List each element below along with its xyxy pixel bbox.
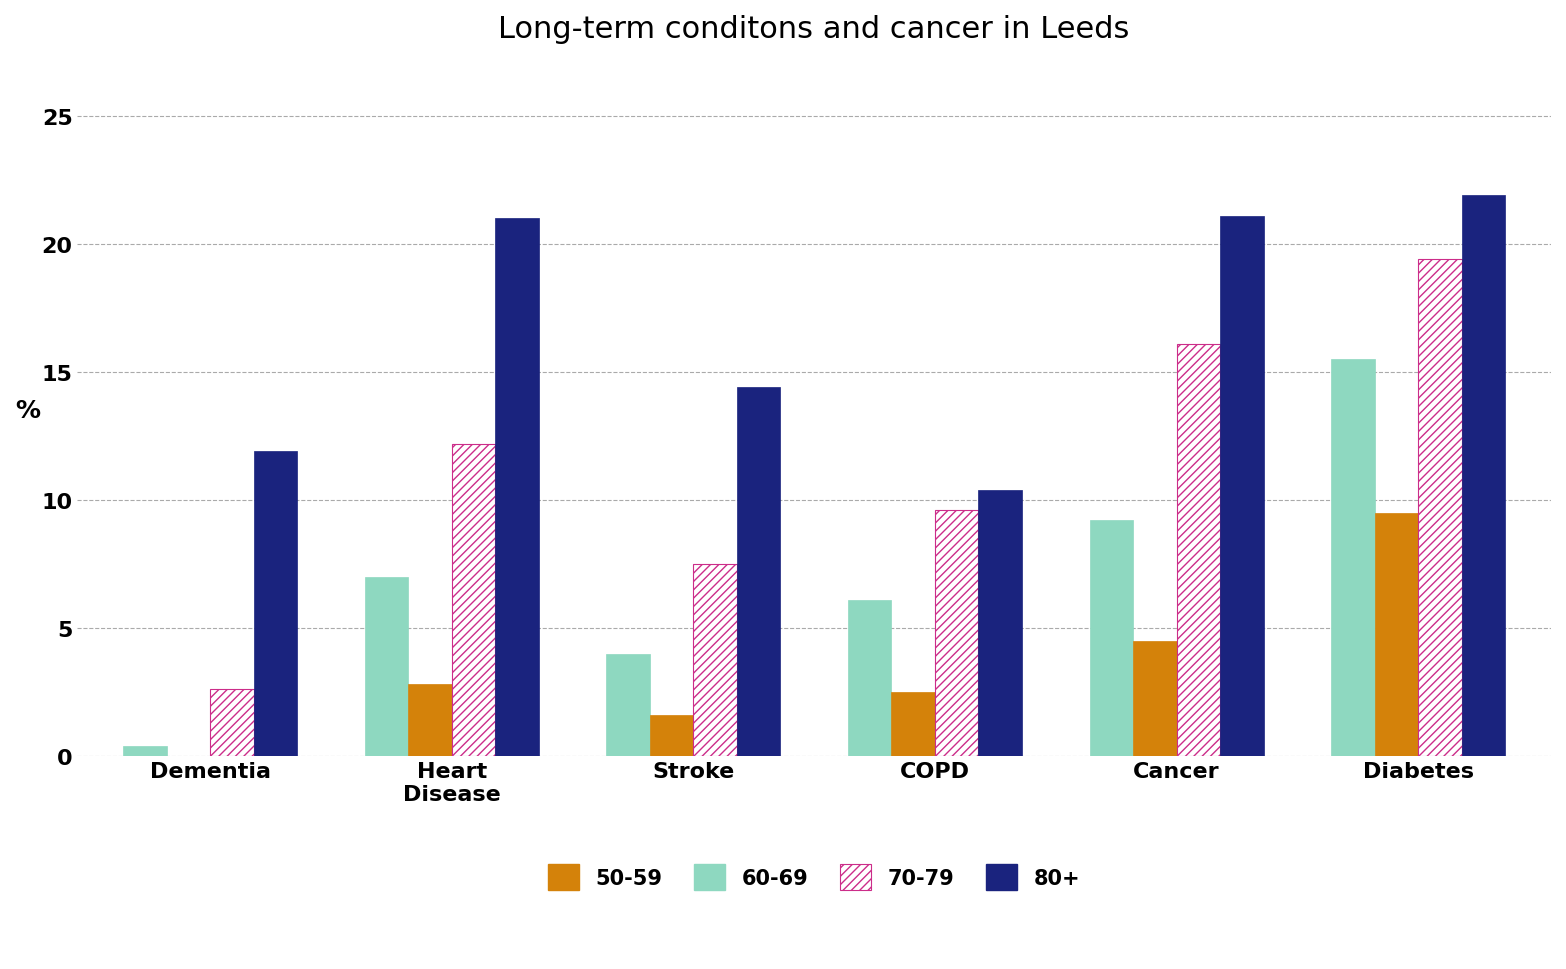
Bar	[1375, 514, 1419, 756]
Bar	[495, 219, 539, 756]
Bar	[365, 578, 409, 756]
Bar	[849, 600, 891, 756]
Bar	[891, 692, 935, 756]
Bar	[738, 388, 780, 756]
Bar	[1176, 344, 1220, 756]
Bar	[694, 564, 738, 756]
Y-axis label: %: %	[16, 399, 41, 422]
Bar	[1461, 196, 1505, 756]
Bar	[1331, 359, 1375, 756]
Bar	[606, 654, 650, 756]
Bar	[935, 511, 979, 756]
Title: Long-term conditons and cancer in Leeds: Long-term conditons and cancer in Leeds	[498, 15, 1131, 44]
Bar	[210, 690, 254, 756]
Bar	[124, 746, 166, 756]
Bar	[979, 490, 1023, 756]
Bar	[1090, 521, 1134, 756]
Bar	[1220, 217, 1264, 756]
Legend: 50-59, 60-69, 70-79, 80+: 50-59, 60-69, 70-79, 80+	[540, 857, 1088, 898]
Bar	[1134, 641, 1176, 756]
Bar	[409, 684, 453, 756]
Bar	[254, 452, 298, 756]
Bar	[1419, 260, 1461, 756]
Bar	[453, 444, 495, 756]
Bar	[650, 715, 694, 756]
